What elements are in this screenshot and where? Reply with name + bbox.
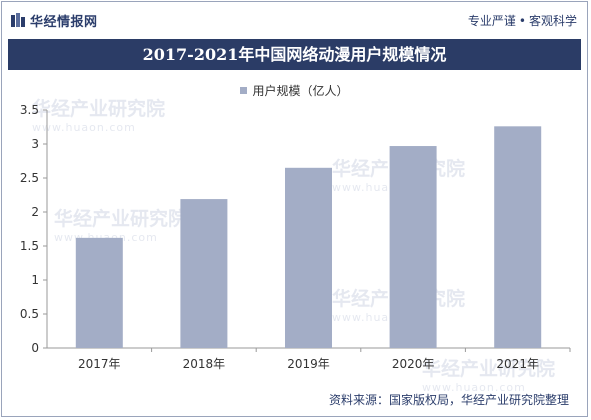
chart-title: 2017-2021年中国网络动漫用户规模情况 [142, 45, 447, 64]
x-tick-label: 2018年 [183, 357, 226, 371]
y-tick-label: 2 [31, 205, 39, 219]
brand-name: 华经情报网 [30, 15, 98, 30]
brand-logo-icon [11, 13, 25, 27]
bar [389, 146, 437, 348]
y-tick-label: 2.5 [20, 171, 39, 185]
y-tick-label: 0 [31, 341, 39, 355]
y-tick-label: 1 [31, 273, 39, 287]
slogan-separator: • [518, 14, 526, 28]
bar [494, 126, 542, 348]
legend: 用户规模（亿人） [2, 82, 587, 98]
bar [180, 199, 228, 348]
legend-label: 用户规模（亿人） [252, 83, 349, 98]
title-band: 2017-2021年中国网络动漫用户规模情况 [8, 39, 581, 70]
bar [75, 237, 123, 348]
y-tick-label: 1.5 [20, 239, 39, 253]
x-tick-label: 2020年 [392, 357, 435, 371]
x-tick-label: 2017年 [78, 357, 121, 371]
x-tick-label: 2019年 [287, 357, 330, 371]
legend-swatch [240, 86, 248, 94]
y-tick-label: 3 [31, 137, 39, 151]
bar [285, 167, 332, 348]
y-tick-label: 0.5 [20, 307, 39, 321]
slogan: 专业严谨 • 客观科学 [468, 12, 577, 29]
source-note: 资料来源：国家版权局，华经产业研究院整理 [328, 393, 569, 407]
y-tick-label: 3.5 [20, 103, 39, 117]
slogan-left: 专业严谨 [467, 14, 516, 28]
x-tick-label: 2021年 [496, 357, 539, 371]
header-bar: 华经情报网 专业严谨 • 客观科学 [2, 2, 587, 38]
slogan-right: 客观科学 [528, 14, 577, 28]
